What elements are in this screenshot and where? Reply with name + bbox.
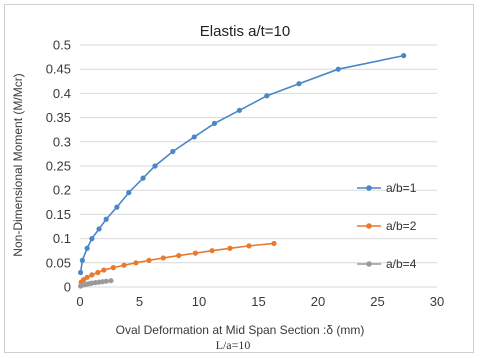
legend-label: a/b=2 xyxy=(386,219,417,233)
x-tick-label: 15 xyxy=(251,294,265,309)
legend-label: a/b=1 xyxy=(386,181,417,195)
data-point xyxy=(296,81,302,87)
y-tick-label: 0.4 xyxy=(53,86,71,101)
data-point xyxy=(101,267,107,273)
legend-marker xyxy=(366,185,372,191)
data-point xyxy=(114,204,120,210)
data-point xyxy=(227,245,233,251)
legend-marker xyxy=(366,261,372,267)
x-tick-label: 30 xyxy=(430,294,444,309)
x-tick-label: 20 xyxy=(311,294,325,309)
data-point xyxy=(236,107,243,113)
annotation-text: L/a=10 xyxy=(216,338,251,352)
data-point xyxy=(89,236,95,242)
y-tick-label: 0.35 xyxy=(46,110,71,125)
data-point xyxy=(209,248,215,254)
data-point xyxy=(401,53,407,59)
data-point xyxy=(84,245,90,251)
data-point xyxy=(246,243,252,249)
data-point xyxy=(160,255,166,261)
data-point xyxy=(121,262,127,268)
y-tick-label: 0.3 xyxy=(53,134,71,149)
y-tick-label: 0.2 xyxy=(53,183,71,198)
y-tick-label: 0.5 xyxy=(53,38,71,53)
chart-title: Elastis a/t=10 xyxy=(200,23,290,40)
legend-label: a/b=4 xyxy=(386,257,417,271)
y-tick-label: 0.05 xyxy=(46,255,71,270)
data-point xyxy=(211,120,218,127)
x-tick-label: 10 xyxy=(192,294,206,309)
data-point xyxy=(140,175,146,181)
data-point xyxy=(192,250,199,256)
x-tick-label: 0 xyxy=(76,294,83,309)
y-tick-label: 0.25 xyxy=(46,159,71,174)
data-point xyxy=(96,226,102,232)
chart-frame xyxy=(4,4,474,353)
series-line-a-b-1 xyxy=(79,54,404,273)
data-point xyxy=(108,278,114,284)
data-point xyxy=(152,163,158,169)
x-tick-label: 25 xyxy=(370,294,384,309)
data-point xyxy=(170,148,176,155)
data-point xyxy=(146,257,152,263)
data-point xyxy=(103,278,109,284)
data-point xyxy=(126,190,132,196)
data-point xyxy=(335,66,341,72)
x-axis-label: Oval Deformation at Mid Span Section :δ … xyxy=(116,323,365,337)
data-point xyxy=(103,216,109,222)
legend-marker xyxy=(366,223,372,229)
data-point xyxy=(176,252,182,259)
x-tick-label: 5 xyxy=(136,294,143,309)
y-tick-label: 0.1 xyxy=(53,231,71,246)
data-point xyxy=(79,257,85,263)
y-tick-label: 0.45 xyxy=(46,62,71,77)
data-point xyxy=(133,260,139,266)
data-point xyxy=(110,265,116,271)
data-point xyxy=(77,269,84,276)
y-tick-label: 0 xyxy=(64,280,71,295)
data-point xyxy=(84,274,90,280)
data-point xyxy=(89,272,95,278)
y-tick-label: 0.15 xyxy=(46,207,71,222)
data-point xyxy=(271,240,277,247)
y-axis-label: Non-Dimensional Moment (M/Mcr) xyxy=(11,73,25,256)
data-point xyxy=(95,269,101,276)
data-point xyxy=(191,134,197,140)
data-point xyxy=(264,93,270,99)
